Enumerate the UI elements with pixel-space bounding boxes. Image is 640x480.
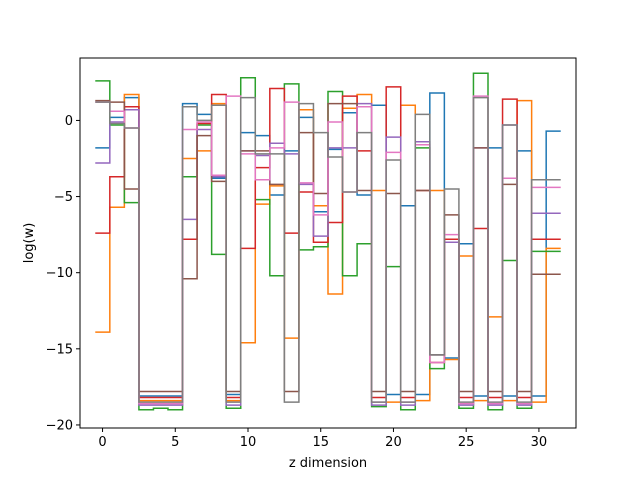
y-axis-label: log(w) [22,223,37,264]
x-tick-label: 30 [531,435,548,450]
series-2-step-line [95,93,561,403]
series-8-step-line [95,96,561,403]
y-axis: −20 −15 −10 −5 0 [46,114,80,433]
series-1-step-line [95,92,561,397]
x-axis: 0 5 10 15 20 25 30 [98,428,547,450]
x-tick-label: 5 [171,435,179,450]
x-axis-label: z dimension [289,456,367,471]
y-tick-label: −5 [54,190,73,205]
x-tick-label: 10 [240,435,257,450]
x-tick-label: 25 [458,435,475,450]
y-tick-label: −10 [46,266,73,281]
x-tick-label: 0 [98,435,106,450]
series-layer [95,72,561,411]
plot-frame [79,57,577,429]
y-tick-label: −15 [46,342,73,357]
y-tick-label: −20 [46,418,73,433]
x-tick-label: 20 [385,435,402,450]
y-tick-label: 0 [65,114,73,129]
x-tick-label: 15 [312,435,329,450]
